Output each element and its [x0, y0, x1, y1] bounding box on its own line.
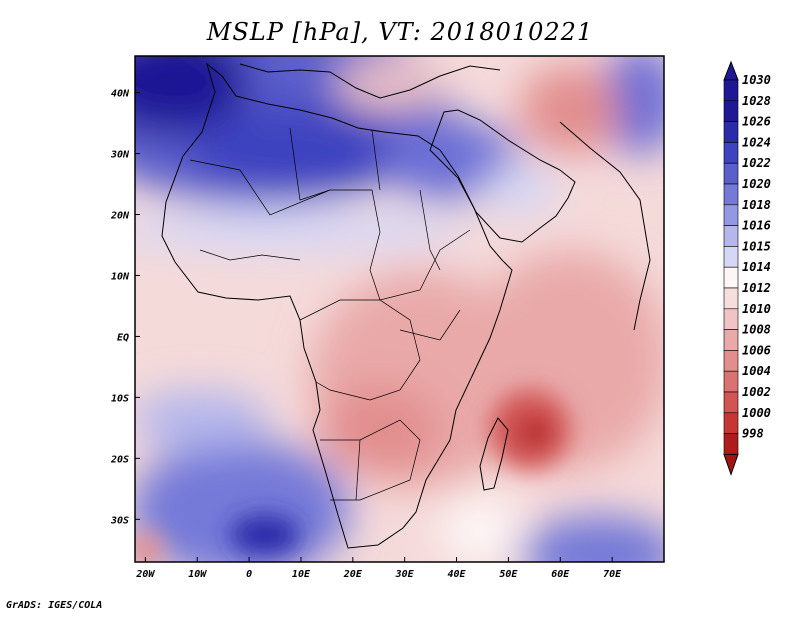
colorbar-swatch	[723, 308, 739, 330]
colorbar-swatch	[723, 204, 739, 226]
colorbar-swatch	[723, 391, 739, 414]
colorbar-swatch	[723, 162, 739, 185]
colorbar-label: 1000	[742, 406, 771, 420]
pressure-field	[135, 56, 664, 562]
map-frame	[134, 55, 665, 563]
figure-title: MSLP [hPa], VT: 2018010221	[206, 18, 594, 46]
colorbar-swatch	[723, 412, 739, 434]
colorbar-label: 1015	[742, 239, 771, 253]
x-tick-label: 10W	[188, 569, 207, 580]
colorbar-under-triangle	[723, 453, 739, 476]
arabia-coastline	[429, 109, 576, 243]
x-tick-label: 0	[246, 569, 252, 580]
colorbar-label: 1016	[742, 219, 771, 233]
colorbar-label: 1008	[742, 323, 771, 337]
africa-coastline	[161, 62, 513, 549]
x-tick-label: 60E	[551, 569, 570, 580]
colorbar-label: 1002	[742, 385, 771, 399]
x-tick-label: 20W	[135, 569, 155, 580]
colorbar-label: 1018	[742, 198, 771, 212]
colorbar-swatch	[723, 370, 739, 393]
map-axes: 20W 10W 0 10E 20E 30E 40E 50E 60E 70E 40N 30N 20N 10N…	[110, 89, 622, 580]
colorbar-label: 1004	[742, 364, 771, 378]
colorbar-label: 1024	[742, 135, 771, 149]
colorbar-label: 1006	[742, 343, 771, 357]
colorbar-swatch	[723, 350, 739, 372]
colorbar-swatch	[723, 266, 739, 289]
madagascar-coastline	[479, 417, 509, 491]
colorbar-label: 1026	[742, 115, 771, 129]
coastlines	[161, 62, 651, 549]
colorbar-label: 1028	[742, 94, 771, 108]
y-tick-label: 30N	[110, 150, 130, 161]
colorbar-swatch	[723, 121, 739, 143]
x-tick-label: 30E	[395, 569, 415, 580]
y-tick-label: 40N	[111, 89, 130, 100]
x-tick-label: 40E	[448, 569, 467, 580]
colorbar-swatch	[723, 183, 739, 206]
x-tick-label: 20E	[343, 569, 363, 580]
colorbar-label: 1010	[742, 302, 771, 316]
y-tick-label: 10S	[111, 393, 129, 404]
colorbar-swatch	[723, 79, 739, 102]
y-tick-label: 20N	[110, 211, 130, 222]
colorbar-label: 1022	[742, 156, 771, 170]
national-borders	[189, 127, 471, 501]
colorbar-label: 1012	[742, 281, 771, 295]
colorbar-label: 998	[742, 427, 764, 441]
y-tick-label: 20S	[110, 454, 129, 465]
colorbar-swatch	[723, 287, 739, 310]
x-tick-label: 10E	[292, 569, 311, 580]
south-atlantic-high-core	[230, 515, 300, 555]
colorbar-label: 1014	[742, 260, 771, 274]
colorbar-swatch	[723, 100, 739, 122]
colorbar-over-triangle	[723, 60, 739, 81]
colorbar-label: 1020	[742, 177, 771, 191]
colorbar-swatch	[723, 433, 739, 455]
y-tick-label: EQ	[117, 332, 129, 343]
colorbar-swatch	[723, 142, 739, 164]
y-tick-label: 10N	[111, 271, 130, 282]
x-tick-label: 50E	[499, 569, 518, 580]
x-tick-label: 70E	[603, 569, 622, 580]
credit-text: GrADS: IGES/COLA	[6, 600, 103, 611]
colorbar-swatch	[723, 246, 739, 268]
colorbar: 1030 1028 1026 1024 1022 1020 1018 1016 1015 1014…	[723, 60, 771, 476]
y-tick-label: 30S	[110, 515, 129, 526]
colorbar-label: 1030	[742, 73, 771, 87]
persia-coastline	[559, 121, 651, 331]
colorbar-swatch	[723, 225, 739, 247]
colorbar-swatch	[723, 329, 739, 351]
europe-coastline	[239, 63, 501, 99]
